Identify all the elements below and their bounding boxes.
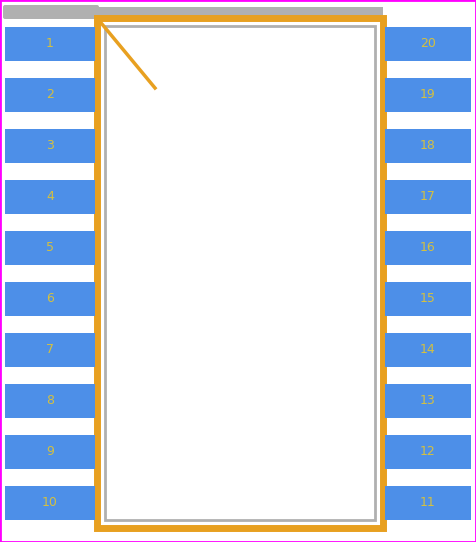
Bar — [5, 179, 95, 214]
FancyBboxPatch shape — [3, 5, 99, 19]
Bar — [5, 332, 95, 366]
Bar — [5, 435, 95, 468]
Text: 5: 5 — [46, 241, 54, 254]
Text: 8: 8 — [46, 394, 54, 407]
Bar — [385, 486, 471, 519]
Bar — [385, 128, 471, 163]
Bar — [385, 435, 471, 468]
Text: 3: 3 — [46, 139, 54, 152]
Text: 16: 16 — [420, 241, 436, 254]
Bar — [5, 486, 95, 519]
Bar — [5, 78, 95, 112]
Bar — [385, 384, 471, 417]
Bar — [385, 332, 471, 366]
Bar — [385, 27, 471, 61]
Bar — [5, 281, 95, 315]
Bar — [5, 128, 95, 163]
Bar — [5, 384, 95, 417]
Bar — [385, 281, 471, 315]
Text: 2: 2 — [46, 88, 54, 101]
Bar — [5, 230, 95, 264]
Text: 7: 7 — [46, 343, 54, 356]
Text: 15: 15 — [420, 292, 436, 305]
Text: 11: 11 — [420, 496, 436, 509]
Text: 4: 4 — [46, 190, 54, 203]
Bar — [385, 179, 471, 214]
Text: 1: 1 — [46, 37, 54, 50]
Bar — [385, 230, 471, 264]
Text: 13: 13 — [420, 394, 436, 407]
Bar — [5, 27, 95, 61]
Text: 12: 12 — [420, 445, 436, 458]
Text: 17: 17 — [420, 190, 436, 203]
Bar — [105, 26, 375, 520]
Text: 9: 9 — [46, 445, 54, 458]
Bar — [97, 7, 383, 17]
Text: 19: 19 — [420, 88, 436, 101]
Text: 14: 14 — [420, 343, 436, 356]
Text: 20: 20 — [420, 37, 436, 50]
Bar — [97, 18, 383, 528]
Text: 6: 6 — [46, 292, 54, 305]
Text: 10: 10 — [42, 496, 58, 509]
Text: 18: 18 — [420, 139, 436, 152]
Bar — [385, 78, 471, 112]
